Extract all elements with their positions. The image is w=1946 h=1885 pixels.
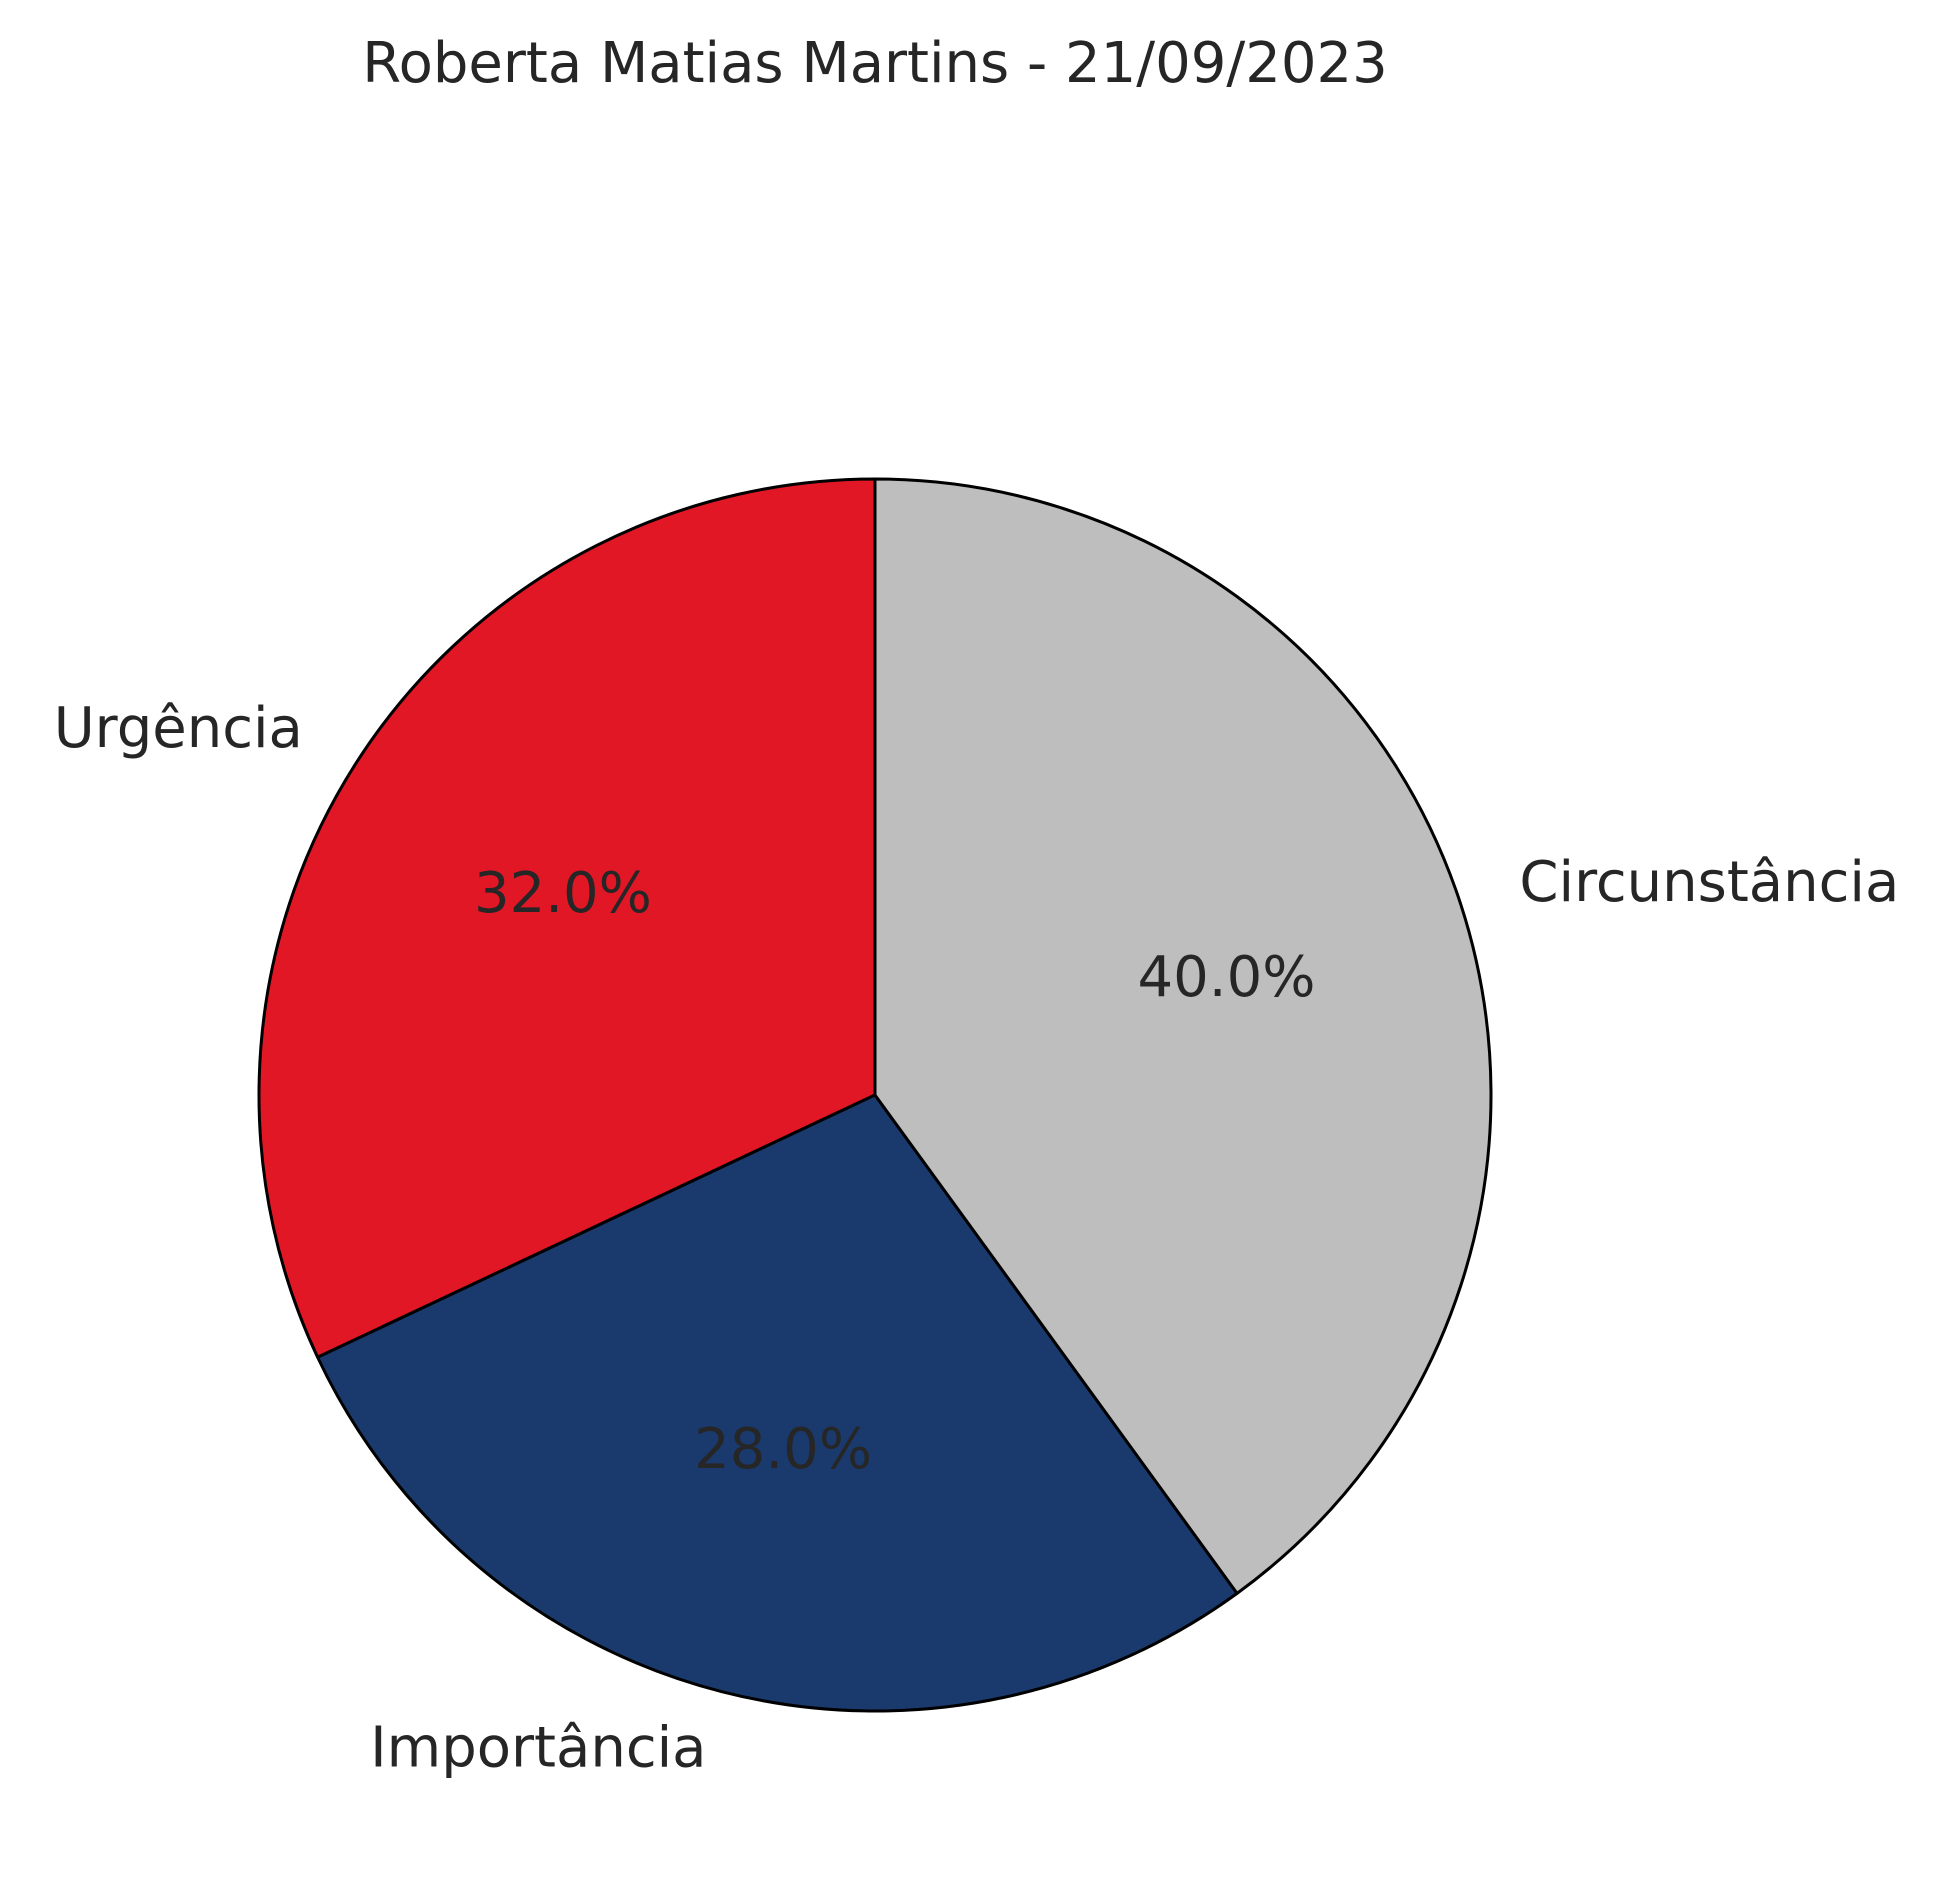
- slice-label-circunstancia: Circunstância: [1519, 850, 1899, 915]
- chart-title: Roberta Matias Martins - 21/09/2023: [362, 31, 1388, 96]
- slice-percent-importancia: 28.0%: [694, 1417, 872, 1482]
- slice-label-urgencia: Urgência: [54, 696, 303, 761]
- pie-labels: Urgência 32.0% Importância 28.0% Circunstânc…: [54, 696, 1900, 1780]
- slice-percent-urgencia: 32.0%: [474, 861, 652, 926]
- slice-label-importancia: Importância: [370, 1715, 706, 1780]
- pie-slice-circunstancia: [873, 477, 1493, 1595]
- slice-percent-circunstancia: 40.0%: [1138, 945, 1316, 1010]
- pie-slices: [257, 477, 1493, 1713]
- pie-slice-urgencia: [257, 477, 877, 1359]
- pie-slice-importancia: [316, 1093, 1239, 1713]
